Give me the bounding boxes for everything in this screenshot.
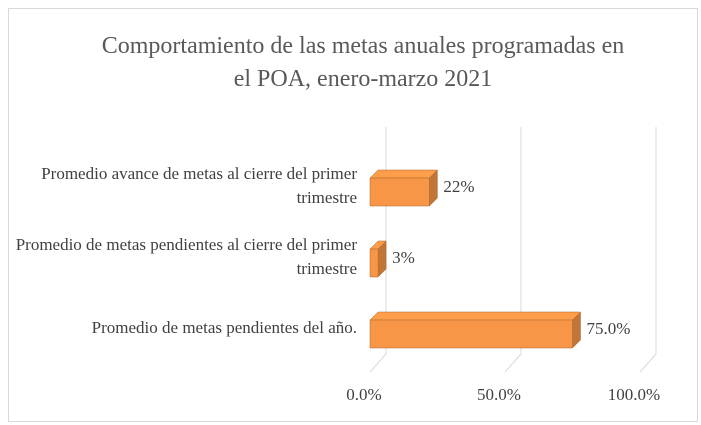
bar bbox=[369, 169, 439, 207]
bar-front bbox=[369, 248, 379, 278]
value-label: 22% bbox=[443, 177, 474, 196]
chart-frame bbox=[8, 8, 698, 422]
x-tick-label: 100.0% bbox=[608, 385, 660, 404]
value-label: 3% bbox=[392, 248, 415, 267]
grid-line bbox=[504, 127, 522, 373]
chart-title: Comportamiento de las metas anuales prog… bbox=[101, 33, 625, 92]
x-tick-label: 0.0% bbox=[346, 385, 381, 404]
y-tick-label: Promedio avance de metas al cierre del p… bbox=[41, 164, 357, 207]
x-tick-label: 50.0% bbox=[477, 385, 521, 404]
y-tick-label: Promedio de metas pendientes del año. bbox=[91, 318, 357, 337]
bar-top bbox=[369, 311, 582, 321]
bar-top bbox=[369, 169, 439, 179]
value-label: 75.0% bbox=[587, 319, 631, 338]
y-tick-label: Promedio de metas pendientes al cierre d… bbox=[15, 235, 357, 278]
bar-front bbox=[369, 177, 430, 207]
grid-line bbox=[639, 127, 657, 373]
bar bbox=[369, 240, 387, 278]
bar bbox=[369, 311, 582, 349]
bar-front bbox=[369, 319, 573, 349]
